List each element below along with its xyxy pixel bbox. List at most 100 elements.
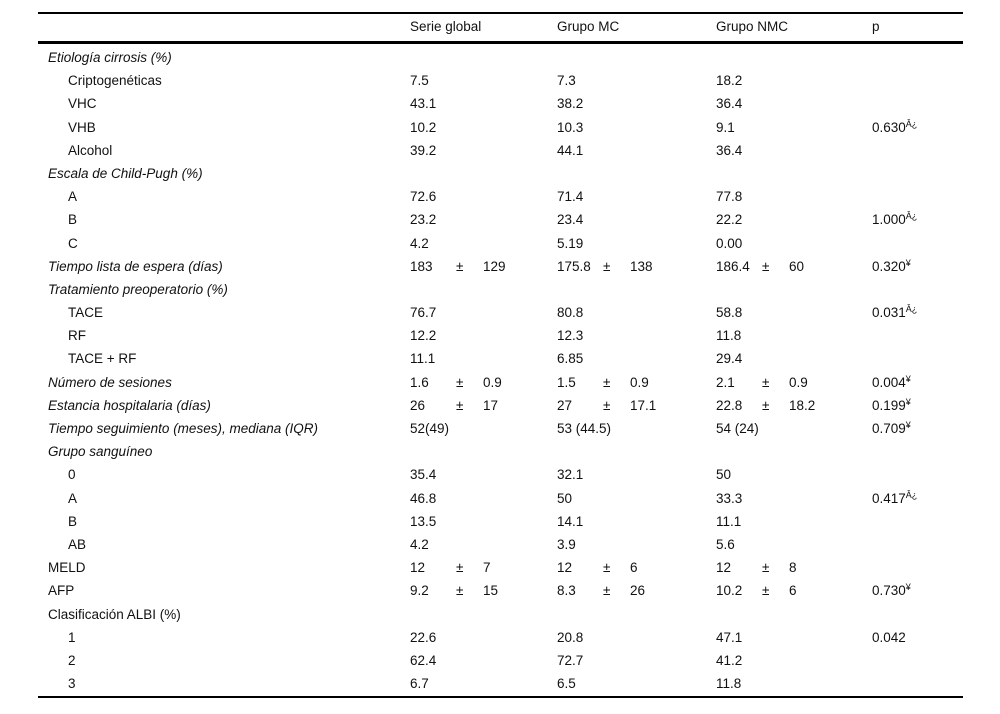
- cell-value: 20.8: [557, 629, 584, 645]
- cell-p-value: 0.417Â¿: [872, 487, 917, 510]
- cell-value: 76.7: [410, 305, 437, 321]
- cell-grupo-mc: 12 ±6: [557, 556, 638, 579]
- cell-serie-global: 12.2: [410, 324, 436, 347]
- column-header-p: p: [872, 19, 880, 34]
- cell-serie-global: 11.1: [410, 347, 435, 370]
- cell-grupo-nmc: 9.1: [716, 116, 735, 139]
- table-row: C 4.2 5.19 0.00: [0, 232, 1000, 255]
- cell-serie-global: 35.4: [410, 463, 436, 486]
- cell-value: 11.1: [410, 351, 436, 367]
- table-row: Etiología cirrosis (%): [0, 46, 1000, 69]
- row-label: Etiología cirrosis (%): [48, 50, 172, 65]
- cell-serie-global: 39.2: [410, 139, 436, 162]
- table-row: 0 35.4 32.1 50: [0, 463, 1000, 486]
- table-row: AB 4.2 3.9 5.6: [0, 533, 1000, 556]
- row-label: Número de sesiones: [48, 374, 172, 390]
- table-row: B 13.5 14.1 11.1: [0, 510, 1000, 533]
- cell-grupo-nmc: 36.4: [716, 139, 742, 162]
- cell-value: 1.6: [410, 374, 429, 390]
- table-row: TACE + RF 11.1 6.85 29.4: [0, 347, 1000, 370]
- row-label: Tiempo seguimiento (meses), mediana (IQR…: [48, 421, 318, 436]
- cell-grupo-mc: 5.19: [557, 232, 583, 255]
- cell-sd-value: 15: [483, 583, 499, 599]
- p-value: 0.320: [872, 258, 906, 274]
- cell-serie-global: 62.4: [410, 649, 436, 672]
- table-row: Tiempo lista de espera (días) 183 ±129 175.…: [0, 255, 1000, 278]
- cell-grupo-mc: 8.3 ±26: [557, 579, 645, 602]
- cell-value: 8.3: [557, 583, 576, 599]
- cell-value: 175.8: [557, 258, 591, 274]
- cell-grupo-mc: 1.5 ±0.9: [557, 371, 649, 394]
- cell-value: 9.1: [716, 119, 735, 135]
- cell-value: 5.6: [716, 536, 735, 552]
- cell-value: 50: [716, 467, 732, 483]
- table-row: Número de sesiones 1.6 ±0.9 1.5 ±0.9 2.1 ±0.9 0…: [0, 371, 1000, 394]
- table-row: TACE 76.7 80.8 58.8 0.031Â¿: [0, 301, 1000, 324]
- cell-value: 58.8: [716, 305, 743, 321]
- cell-value: 1.5: [557, 374, 576, 390]
- table-row: RF 12.2 12.3 11.8: [0, 324, 1000, 347]
- cell-value: 41.2: [716, 652, 743, 668]
- cell-grupo-mc: 175.8 ±138: [557, 255, 653, 278]
- cell-grupo-mc: 44.1: [557, 139, 583, 162]
- cell-serie-global: 52(49): [410, 417, 449, 440]
- plus-minus-symbol: ±: [762, 374, 770, 390]
- cell-value: 38.2: [557, 96, 584, 112]
- cell-grupo-mc: 32.1: [557, 463, 583, 486]
- cell-grupo-nmc: 77.8: [716, 185, 742, 208]
- plus-minus-symbol: ±: [603, 583, 611, 599]
- cell-value: 4.2: [410, 235, 429, 251]
- cell-value: 10.3: [557, 119, 584, 135]
- table-row: Estancia hospitalaria (días) 26 ±17 27 ±17.1…: [0, 394, 1000, 417]
- row-label: Criptogenéticas: [68, 73, 162, 89]
- row-label: VHB: [68, 119, 96, 135]
- table-row: A 46.8 50 33.3 0.417Â¿: [0, 487, 1000, 510]
- cell-grupo-mc: 53 (44.5): [557, 417, 611, 440]
- cell-grupo-mc: 72.7: [557, 649, 583, 672]
- cell-serie-global: 43.1: [410, 92, 436, 115]
- cell-value: 10.2: [716, 583, 743, 599]
- row-label: A: [68, 490, 78, 506]
- cell-value: 62.4: [410, 652, 437, 668]
- row-label: 3: [68, 676, 76, 692]
- p-value-superscript: ¥: [905, 396, 911, 407]
- p-value: 1.000: [872, 212, 906, 228]
- cell-value: 32.1: [557, 467, 584, 483]
- p-value: 0.199: [872, 397, 906, 413]
- p-value-superscript: ¥: [905, 420, 911, 430]
- cell-value: 52(49): [410, 421, 450, 436]
- column-header-serie-global: Serie global: [410, 19, 482, 34]
- plus-minus-symbol: ±: [603, 258, 611, 274]
- cell-sd-value: 17.1: [630, 397, 657, 413]
- plus-minus-symbol: ±: [603, 560, 611, 576]
- p-value: 0.417: [872, 490, 906, 506]
- row-label: B: [68, 513, 78, 529]
- row-label: A: [68, 189, 78, 205]
- p-value-superscript: ¥: [905, 373, 911, 384]
- cell-value: 186.4: [716, 258, 750, 274]
- table-row: Tiempo seguimiento (meses), mediana (IQR…: [0, 417, 1000, 440]
- cell-value: 3.9: [557, 536, 576, 552]
- table-row: VHC 43.1 38.2 36.4: [0, 92, 1000, 115]
- cell-sd-value: 17: [483, 397, 499, 413]
- cell-serie-global: 26 ±17: [410, 394, 498, 417]
- cell-serie-global: 76.7: [410, 301, 436, 324]
- cell-serie-global: 72.6: [410, 185, 436, 208]
- table-row: 1 22.6 20.8 47.1 0.042: [0, 626, 1000, 649]
- row-label: Escala de Child-Pugh (%): [48, 165, 203, 181]
- cell-value: 36.4: [716, 142, 743, 158]
- cell-grupo-nmc: 10.2 ±6: [716, 579, 797, 602]
- cell-sd-value: 129: [483, 258, 506, 274]
- table-row: AFP 9.2 ±15 8.3 ±26 10.2 ±6 0.730¥: [0, 579, 1000, 602]
- cell-p-value: 0.320¥: [872, 255, 911, 278]
- cell-value: 23.4: [557, 212, 584, 228]
- cell-grupo-mc: 12.3: [557, 324, 583, 347]
- cell-grupo-nmc: 12 ±8: [716, 556, 797, 579]
- cell-sd-value: 6: [789, 583, 797, 599]
- cell-grupo-nmc: 22.2: [716, 208, 742, 231]
- row-label: Tiempo lista de espera (días): [48, 258, 223, 274]
- cell-value: 80.8: [557, 305, 584, 321]
- cell-value: 12: [557, 560, 573, 576]
- table-row: A 72.6 71.4 77.8: [0, 185, 1000, 208]
- cell-p-value: 0.199¥: [872, 394, 911, 417]
